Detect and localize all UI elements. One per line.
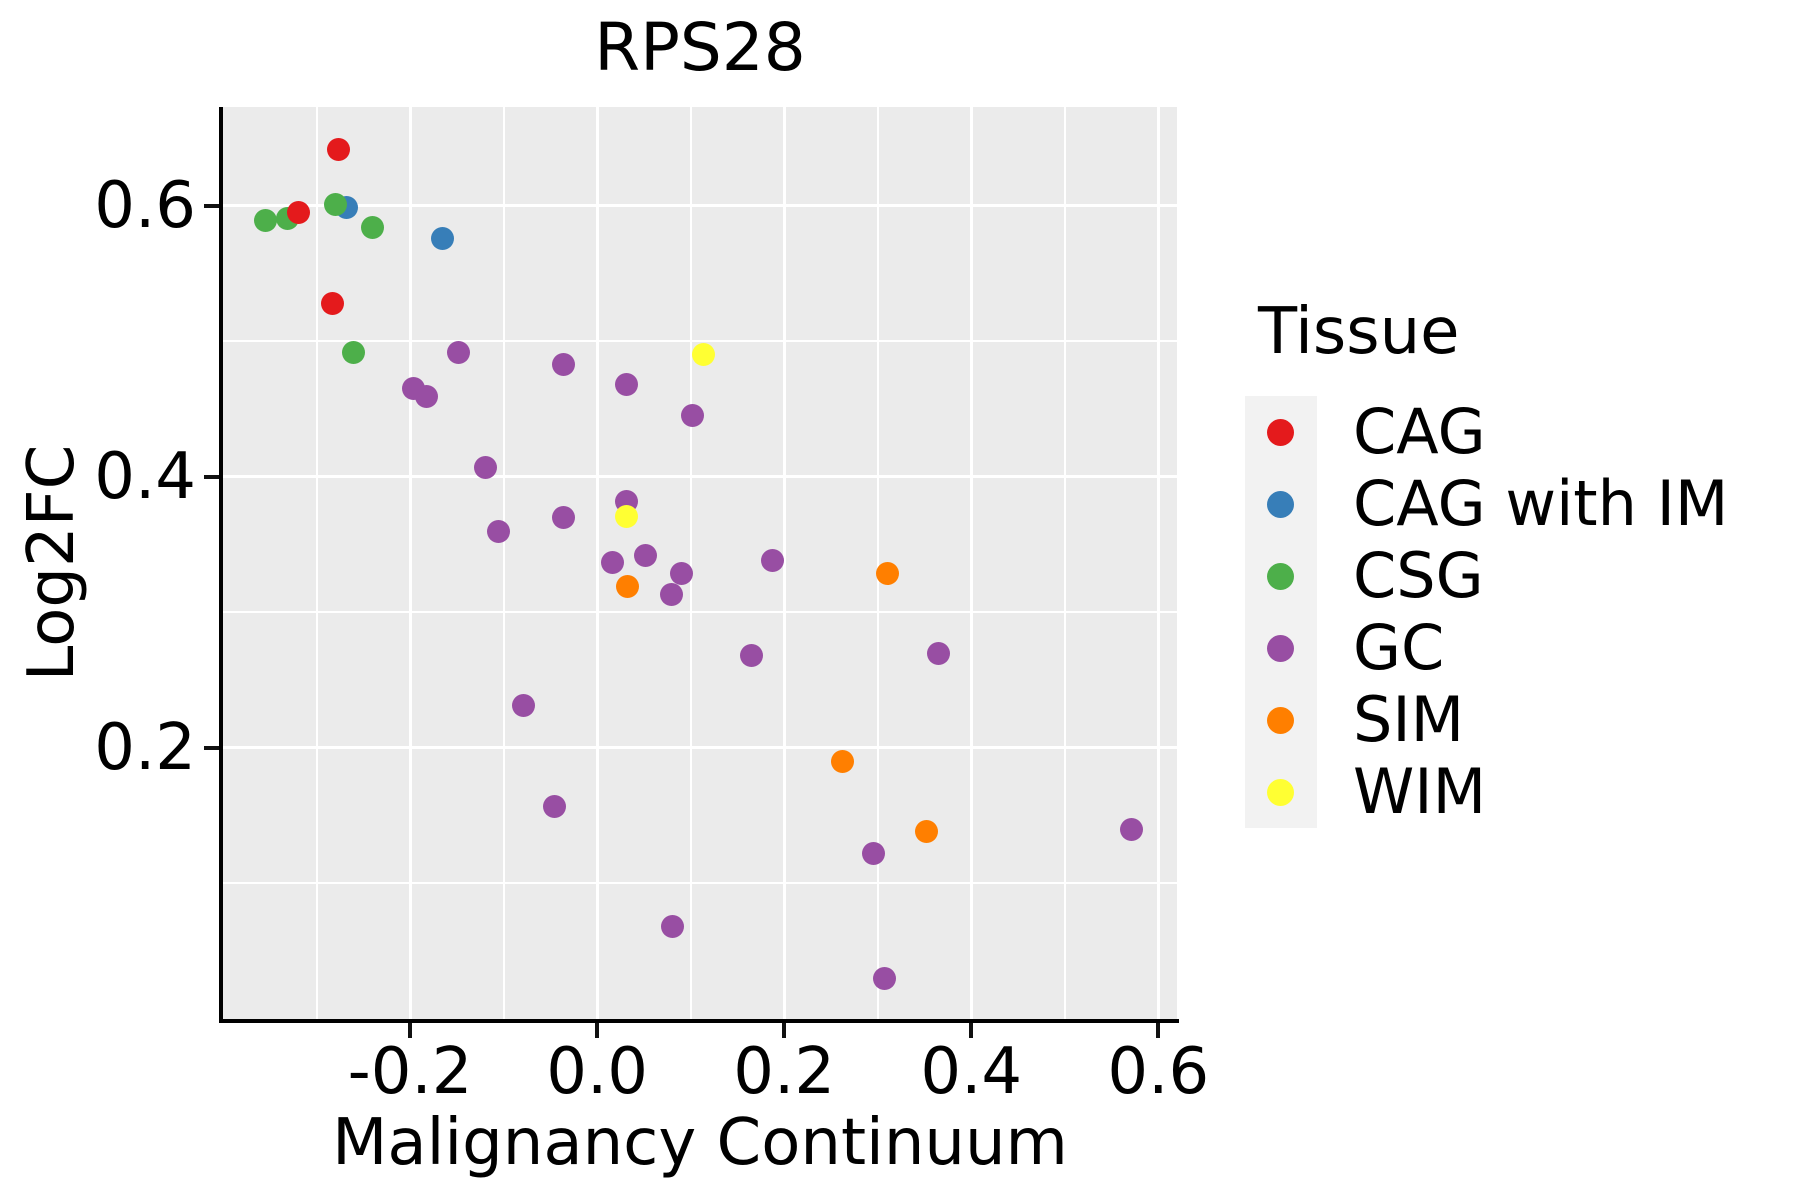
data-point-csg <box>361 216 385 240</box>
data-point-gc <box>739 644 763 668</box>
legend-title: Tissue <box>1258 295 1460 369</box>
x-tick-mark <box>595 1023 600 1038</box>
data-point-csg <box>342 340 366 364</box>
x-axis-title: Malignancy Continuum <box>332 1106 1068 1180</box>
data-point-sim <box>830 750 854 774</box>
x-tick-label: 0.2 <box>733 1035 836 1109</box>
x-tick-label: -0.2 <box>347 1035 473 1109</box>
y-major-gridline <box>223 204 1177 208</box>
data-point-gc <box>614 373 638 397</box>
plot-panel <box>223 107 1177 1019</box>
y-tick-mark <box>204 203 219 208</box>
x-axis-line <box>219 1019 1179 1023</box>
legend-dot-cag <box>1267 418 1294 446</box>
x-minor-gridline <box>876 107 879 1019</box>
x-minor-gridline <box>502 107 505 1019</box>
data-point-gc <box>447 340 471 364</box>
x-tick-mark <box>782 1023 787 1038</box>
x-major-gridline <box>782 107 786 1019</box>
data-point-gc <box>660 583 684 607</box>
y-minor-gridline <box>223 340 1177 343</box>
legend-dot-cag-with-im <box>1267 490 1294 518</box>
data-point-gc <box>634 544 658 568</box>
x-minor-gridline <box>689 107 692 1019</box>
data-point-gc <box>511 694 535 718</box>
data-point-cag-with-im <box>431 226 455 250</box>
data-point-wim <box>614 504 638 528</box>
data-point-gc <box>551 352 575 376</box>
data-point-gc <box>415 385 439 409</box>
legend-label-cag-with-im: CAG with IM <box>1353 467 1729 540</box>
x-tick-mark <box>408 1023 413 1038</box>
data-point-cag <box>287 201 311 225</box>
data-point-gc <box>872 966 896 990</box>
y-axis-title: Log2FC <box>15 444 89 682</box>
data-point-csg <box>323 193 347 217</box>
data-point-gc <box>761 549 785 573</box>
x-major-gridline <box>408 107 412 1019</box>
x-tick-mark <box>969 1023 974 1038</box>
y-tick-label: 0.6 <box>94 168 196 243</box>
data-point-gc <box>669 561 693 585</box>
legend-label-sim: SIM <box>1353 683 1465 756</box>
data-point-gc <box>600 550 624 574</box>
y-tick-label: 0.4 <box>94 439 196 514</box>
data-point-gc <box>927 641 950 665</box>
data-point-gc <box>1119 817 1143 841</box>
data-point-cag <box>326 137 350 161</box>
data-point-sim <box>914 820 938 844</box>
data-point-csg <box>253 209 277 233</box>
legend-dot-sim <box>1267 706 1294 734</box>
data-point-gc <box>551 506 575 530</box>
legend-dot-csg <box>1267 562 1294 590</box>
x-major-gridline <box>1156 107 1160 1019</box>
x-major-gridline <box>969 107 973 1019</box>
x-major-gridline <box>595 107 599 1019</box>
x-tick-label: 0.6 <box>1107 1035 1210 1109</box>
y-tick-label: 0.2 <box>94 710 196 785</box>
data-point-gc <box>474 455 498 479</box>
x-tick-label: 0.0 <box>546 1035 648 1109</box>
data-point-gc <box>861 842 885 866</box>
data-point-gc <box>487 519 511 543</box>
x-minor-gridline <box>315 107 318 1019</box>
legend-label-wim: WIM <box>1353 755 1487 828</box>
y-minor-gridline <box>223 882 1177 885</box>
chart-title: RPS28 <box>594 9 806 86</box>
x-tick-label: 0.4 <box>920 1035 1023 1109</box>
data-point-wim <box>692 343 716 367</box>
legend-label-csg: CSG <box>1353 539 1484 612</box>
y-tick-mark <box>204 745 219 750</box>
data-point-gc <box>542 794 566 818</box>
y-minor-gridline <box>223 611 1177 614</box>
y-major-gridline <box>223 746 1177 750</box>
legend-dot-gc <box>1267 634 1294 662</box>
x-tick-mark <box>1156 1023 1161 1038</box>
legend-dot-wim <box>1267 778 1294 806</box>
data-point-gc <box>681 404 705 428</box>
data-point-sim <box>615 575 639 599</box>
x-minor-gridline <box>1063 107 1066 1019</box>
data-point-cag <box>320 291 344 315</box>
y-tick-mark <box>204 474 219 479</box>
y-axis-line <box>219 107 223 1023</box>
legend-label-gc: GC <box>1353 611 1445 684</box>
legend-label-cag: CAG <box>1353 395 1486 468</box>
data-point-sim <box>875 561 899 585</box>
y-major-gridline <box>223 475 1177 479</box>
data-point-gc <box>661 915 685 939</box>
